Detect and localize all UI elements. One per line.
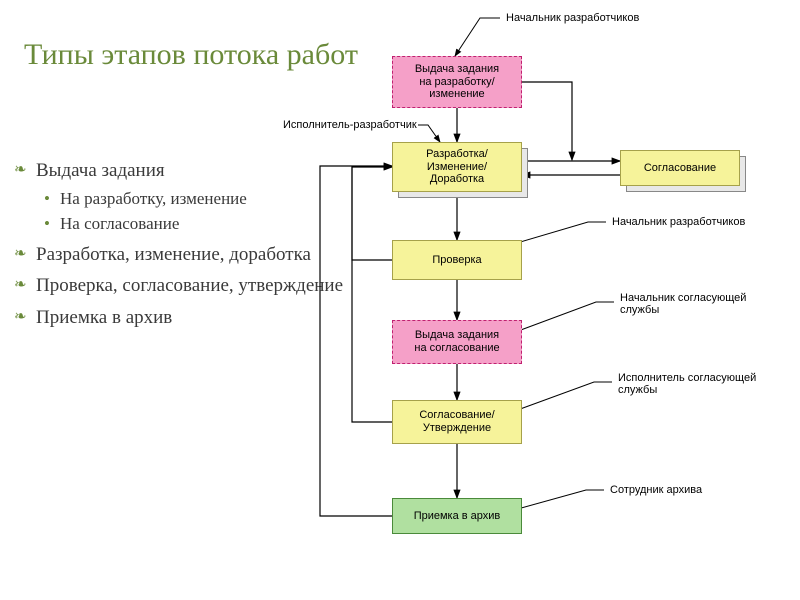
annotation-leader — [455, 18, 500, 56]
flow-node-n7: Приемка в архив — [392, 498, 522, 534]
flow-arrow — [352, 167, 392, 260]
sub-bullet-item: На разработку, изменение — [44, 188, 343, 211]
bullet-item: Разработка, изменение, доработка — [14, 242, 343, 268]
flow-arrow — [522, 82, 572, 160]
flow-node-n4: Проверка — [392, 240, 522, 280]
flow-node-n5: Выдача заданияна согласование — [392, 320, 522, 364]
annotation-leader — [514, 490, 604, 510]
flow-node-n2: Разработка/Изменение/Доработка — [392, 142, 522, 192]
slide-canvas: { "title": "Типы этапов потока работ", "… — [0, 0, 800, 600]
sub-bullet-item: На согласование — [44, 213, 343, 236]
annotation-leader — [418, 125, 440, 142]
annotation-leader — [510, 302, 614, 334]
annotation-a6: Сотрудник архива — [610, 484, 702, 496]
flow-node-n1: Выдача заданияна разработку/изменение — [392, 56, 522, 108]
flow-node-n3: Согласование — [620, 150, 740, 186]
slide-title: Типы этапов потока работ — [24, 36, 358, 74]
annotation-a2: Исполнитель-разработчик — [283, 119, 417, 131]
annotation-a1: Начальник разработчиков — [506, 12, 639, 24]
flow-arrow — [352, 167, 392, 422]
annotation-leader — [512, 382, 612, 412]
bullet-item: Выдача заданияНа разработку, изменениеНа… — [14, 158, 343, 236]
flow-node-n6: Согласование/Утверждение — [392, 400, 522, 444]
bullet-item: Приемка в архив — [14, 305, 343, 331]
bullet-list: Выдача заданияНа разработку, изменениеНа… — [14, 158, 343, 336]
bullet-item: Проверка, согласование, утверждение — [14, 273, 343, 299]
annotation-a5: Исполнитель согласующейслужбы — [618, 372, 756, 396]
annotation-a4: Начальник согласующейслужбы — [620, 292, 746, 316]
annotation-a3: Начальник разработчиков — [612, 216, 745, 228]
